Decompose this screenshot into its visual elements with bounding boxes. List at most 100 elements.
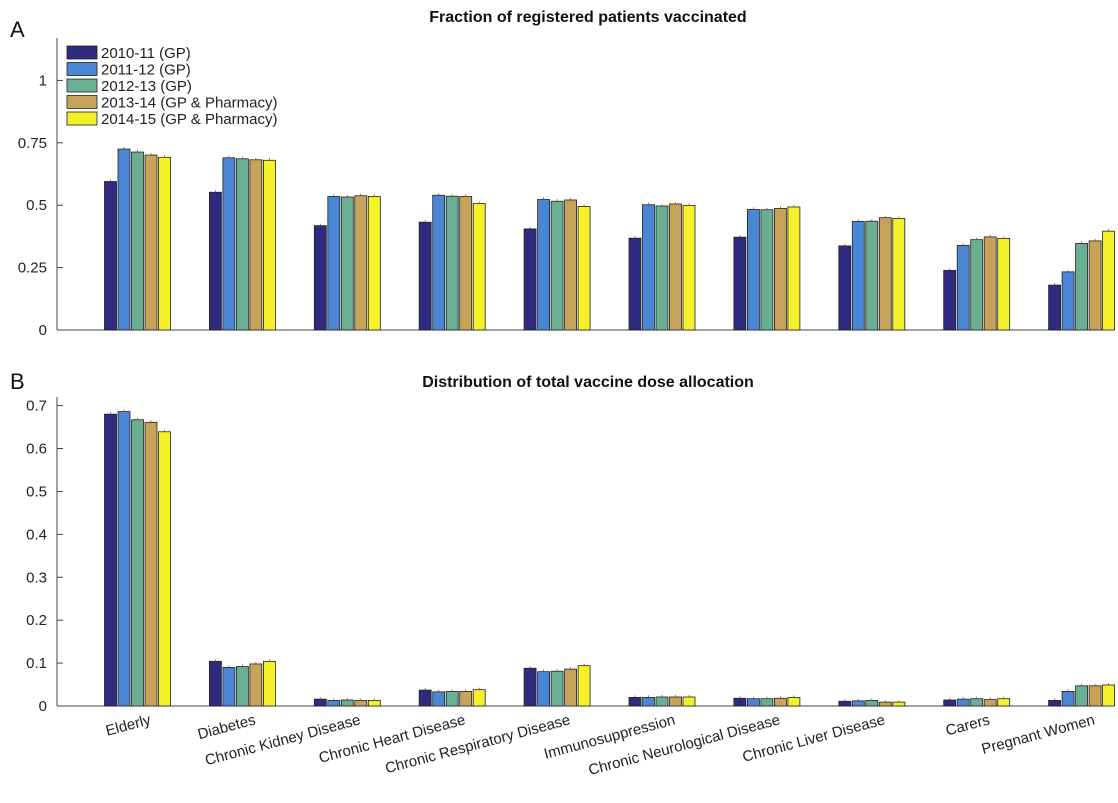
bar bbox=[262, 159, 276, 331]
bar bbox=[774, 208, 787, 331]
y-tick-label: 0 bbox=[39, 698, 47, 715]
bar bbox=[983, 699, 997, 707]
bar bbox=[432, 194, 446, 331]
bar bbox=[249, 159, 263, 331]
bar bbox=[550, 200, 564, 331]
y-tick-label: 0.75 bbox=[18, 135, 47, 152]
legend-swatch bbox=[66, 45, 98, 60]
y-tick-label: 0.25 bbox=[18, 260, 47, 277]
bar bbox=[418, 689, 432, 707]
bar bbox=[892, 701, 906, 707]
bar bbox=[445, 195, 459, 331]
bar bbox=[1061, 271, 1075, 331]
y-tick-label: 0 bbox=[39, 322, 47, 339]
y-tick-label: 0.4 bbox=[26, 526, 47, 543]
bar bbox=[682, 205, 696, 331]
y-tick-label: 0.1 bbox=[26, 655, 47, 672]
bar bbox=[878, 217, 892, 331]
bar bbox=[249, 663, 263, 707]
bar bbox=[642, 697, 655, 707]
bar bbox=[682, 696, 696, 707]
bar bbox=[838, 700, 852, 707]
bar bbox=[158, 156, 171, 331]
bar bbox=[459, 196, 473, 331]
bar bbox=[787, 206, 801, 331]
bar bbox=[1102, 230, 1115, 331]
bar bbox=[340, 699, 354, 707]
bar bbox=[459, 691, 473, 707]
bar bbox=[354, 195, 368, 331]
bar bbox=[733, 236, 747, 331]
bar bbox=[760, 209, 774, 331]
y-tick-label: 0.6 bbox=[26, 441, 47, 458]
bar bbox=[367, 700, 381, 707]
legend-swatch bbox=[66, 95, 98, 109]
y-tick-label: 0.2 bbox=[26, 612, 47, 629]
bar bbox=[865, 220, 879, 331]
bar bbox=[235, 158, 249, 331]
bar bbox=[1102, 684, 1115, 707]
legend-label: 2011-12 (GP) bbox=[101, 62, 191, 79]
legend-label: 2013-14 (GP & Pharmacy) bbox=[101, 95, 277, 112]
category-label: Carers bbox=[944, 711, 992, 739]
legend-label: 2012-13 (GP) bbox=[101, 78, 192, 95]
bar bbox=[1048, 284, 1061, 331]
bar bbox=[313, 225, 327, 331]
bar bbox=[628, 697, 642, 707]
bar bbox=[747, 209, 760, 331]
bar bbox=[523, 667, 537, 707]
bar bbox=[327, 700, 341, 707]
bar bbox=[472, 689, 486, 707]
legend: 2010-11 (GP)2011-12 (GP)2012-13 (GP)2013… bbox=[66, 45, 277, 128]
bar bbox=[367, 196, 381, 331]
bar bbox=[878, 701, 892, 707]
y-tick-label: 0.5 bbox=[26, 197, 47, 214]
bar bbox=[208, 191, 222, 331]
bar bbox=[577, 206, 591, 331]
bar bbox=[655, 696, 669, 707]
category-label: Pregnant Women bbox=[980, 711, 1097, 758]
category-label: Elderly bbox=[104, 711, 153, 739]
bar bbox=[1075, 242, 1088, 331]
bar bbox=[1048, 700, 1061, 707]
panel-a-plot: 0 0.25 0.5 0.75 1 bbox=[18, 38, 1115, 339]
bar bbox=[892, 218, 906, 331]
bar bbox=[262, 660, 276, 707]
legend-swatch bbox=[66, 111, 98, 126]
bar bbox=[418, 221, 432, 331]
chart-title-a: Fraction of registered patients vaccinat… bbox=[429, 9, 746, 26]
bar bbox=[970, 698, 984, 707]
legend-label: 2010-11 (GP) bbox=[101, 45, 191, 62]
y-tick-label: 1 bbox=[39, 72, 47, 89]
bar bbox=[208, 660, 222, 707]
bar bbox=[577, 665, 591, 707]
bar bbox=[222, 157, 236, 331]
legend-swatch bbox=[66, 78, 98, 93]
y-tick-label: 0.7 bbox=[26, 398, 47, 415]
panel-b-plot: 0 0.1 0.2 0.3 0.4 0.5 0.6 0.7 bbox=[26, 397, 1115, 715]
bar bbox=[131, 151, 144, 331]
bar bbox=[787, 697, 801, 707]
bar bbox=[983, 236, 997, 331]
bar bbox=[222, 666, 236, 707]
bar bbox=[997, 698, 1011, 707]
bar bbox=[354, 700, 368, 707]
bar bbox=[144, 154, 158, 331]
bar bbox=[131, 419, 144, 707]
bar bbox=[838, 245, 852, 331]
bar bbox=[747, 698, 760, 707]
bar bbox=[669, 696, 682, 707]
bar bbox=[523, 228, 537, 331]
chart-title-b: Distribution of total vaccine dose alloc… bbox=[422, 374, 754, 391]
bar bbox=[117, 148, 131, 331]
y-tick-label: 0.5 bbox=[26, 483, 47, 500]
bar bbox=[1088, 240, 1102, 331]
bar bbox=[564, 668, 577, 707]
bar bbox=[537, 671, 550, 707]
bar bbox=[760, 698, 774, 707]
bar bbox=[655, 205, 669, 331]
bar bbox=[1075, 685, 1088, 707]
bar bbox=[472, 203, 486, 331]
